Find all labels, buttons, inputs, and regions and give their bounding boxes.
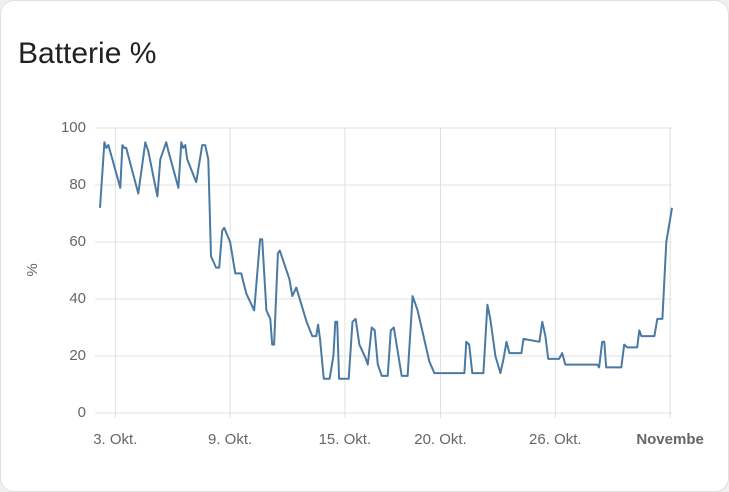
- x-tick-label: 9. Okt.: [208, 431, 252, 448]
- y-tick-label: 60: [69, 233, 86, 250]
- y-axis-label: %: [24, 263, 41, 276]
- x-tick-label: 20. Okt.: [414, 431, 467, 448]
- y-tick-label: 100: [61, 119, 86, 136]
- chart-title: Batterie %: [18, 37, 156, 70]
- x-tick-label: 26. Okt.: [529, 431, 582, 448]
- y-tick-label: 20: [69, 347, 86, 364]
- x-tick-label: 15. Okt.: [319, 431, 372, 448]
- y-tick-label: 0: [78, 404, 86, 421]
- chart: Batterie % % 0 20 40 60 80 100 3. Okt. 9. Okt. 1…: [18, 37, 704, 448]
- y-tick-label: 40: [69, 290, 86, 307]
- x-tick-label: Novembe: [636, 431, 704, 448]
- x-tick-label: 3. Okt.: [93, 431, 137, 448]
- y-tick-label: 80: [69, 176, 86, 193]
- data-line: [99, 141, 673, 380]
